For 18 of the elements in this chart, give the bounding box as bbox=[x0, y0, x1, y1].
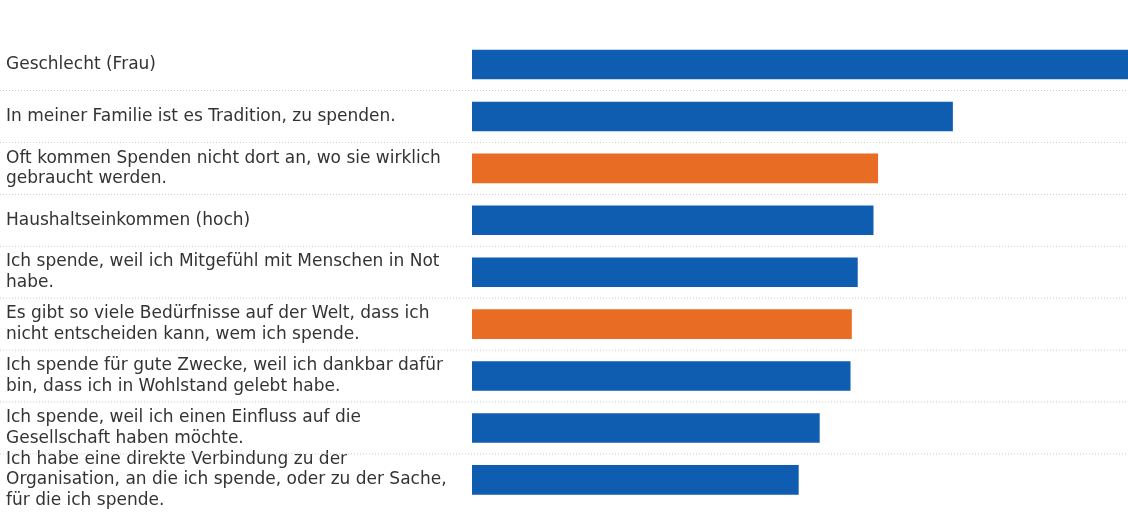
y-tick-label: Es gibt so viele Bedürfnisse auf der Welt, dass ich nicht entscheiden kann, wem ich spende. bbox=[6, 302, 430, 343]
y-tick-label: Oft kommen Spenden nicht dort an, wo sie wirklich gebraucht werden. bbox=[6, 146, 441, 187]
bar bbox=[472, 101, 953, 132]
bar bbox=[472, 153, 879, 184]
bar bbox=[472, 413, 820, 443]
y-tick-label: Ich spende, weil ich Mitgefühl mit Menschen in Not habe. bbox=[6, 250, 440, 291]
bar bbox=[472, 465, 799, 495]
y-tick-label: Geschlecht (Frau) bbox=[6, 52, 156, 73]
y-tick-label: Ich spende, weil ich einen Einfluss auf die Gesellschaft haben möchte. bbox=[6, 406, 361, 447]
y-tick-label: In meiner Familie ist es Tradition, zu spenden. bbox=[6, 104, 396, 125]
bar bbox=[472, 309, 852, 339]
bar bbox=[472, 361, 851, 391]
y-tick-label: Ich habe eine direkte Verbindung zu der Organisation, an die ich spende, oder zu der Sache, für die ich spende. bbox=[6, 447, 447, 509]
bar bbox=[472, 49, 1128, 80]
y-tick-label: Ich spende für gute Zwecke, weil ich dankbar dafür bin, dass ich in Wohlstand gelebt habe. bbox=[6, 354, 444, 395]
bar bbox=[472, 257, 858, 287]
bar bbox=[472, 205, 874, 236]
y-tick-label: Haushaltseinkommen (hoch) bbox=[6, 208, 251, 229]
